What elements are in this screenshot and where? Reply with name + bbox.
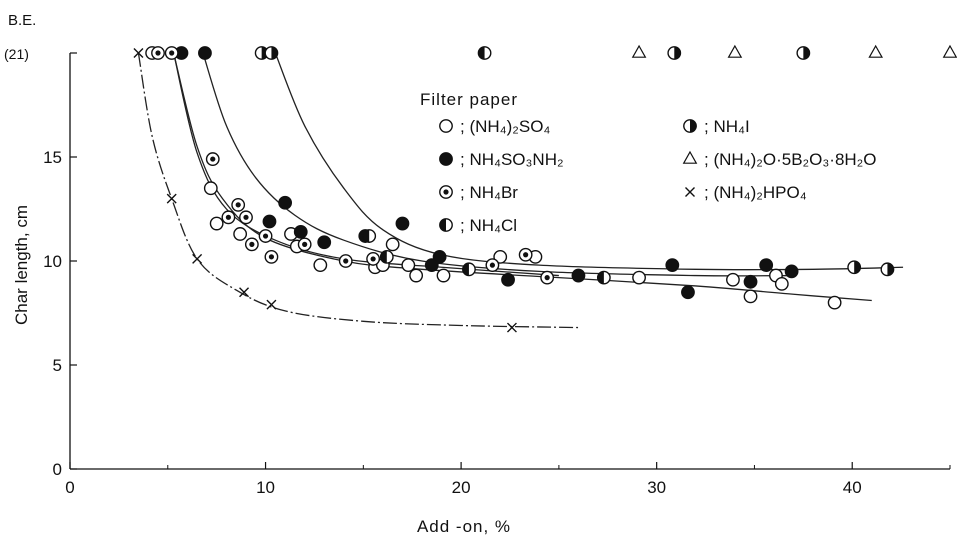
point-nh-so <box>233 227 248 241</box>
point-nh-so <box>401 258 416 273</box>
point-nh-o-5b-o-8h-o <box>631 44 647 58</box>
x-tick-label: 30 <box>647 478 666 497</box>
point-nh-so-nh <box>571 268 586 283</box>
point-nh-br <box>258 229 273 243</box>
point-nh-hpo <box>239 287 250 298</box>
point-nh-i <box>796 46 811 60</box>
point-nh-so-nh <box>278 195 293 210</box>
point-nh-o-5b-o-8h-o <box>727 44 743 58</box>
point-nh-hpo <box>192 253 203 264</box>
point-nh-br <box>151 46 165 60</box>
point-nh-so-nh <box>759 258 774 273</box>
axes: 0 10 20 30 40 0 5 10 15 <box>43 52 951 497</box>
legend-label-nh-o-5b-o-8h-o: ; (NH₄)₂O·5B₂O₃·8H₂O <box>704 150 877 169</box>
point-nh-so <box>827 295 842 310</box>
point-nh-cl <box>462 262 476 277</box>
point-nh-so-nh <box>395 216 410 231</box>
y-tick-label: 10 <box>43 252 62 271</box>
x-tick-label: 10 <box>256 478 275 497</box>
point-nh-so <box>774 276 789 291</box>
point-nh-so <box>493 249 508 264</box>
point-nh-br <box>366 252 381 266</box>
y-tick-label: 0 <box>53 460 62 479</box>
point-nh-so <box>743 289 758 304</box>
x-tick-label: 0 <box>65 478 74 497</box>
legend-marker-nh-so-nh <box>439 152 453 166</box>
point-nh-so-nh <box>424 258 439 273</box>
point-nh-so-nh <box>293 224 308 239</box>
point-nh-br <box>205 152 220 166</box>
point-nh-so-nh <box>262 214 277 229</box>
legend-marker-nh-br <box>439 185 453 199</box>
y-tick-label: 15 <box>43 148 62 167</box>
point-nh-o-5b-o-8h-o <box>868 44 884 58</box>
point-nh-so <box>726 272 740 287</box>
point-nh-i <box>847 260 862 275</box>
point-nh-br <box>164 46 179 60</box>
point-nh-br <box>297 237 312 252</box>
top-label-1: B.E. <box>8 12 36 29</box>
legend-label-nh-so-nh: ; NH₄SO₃NH₂ <box>460 150 564 169</box>
point-nh-so-nh <box>198 46 212 60</box>
legend-title: Filter paper <box>420 90 518 109</box>
point-nh-so-nh <box>317 235 332 250</box>
legend-label-nh-so: ; (NH₄)₂SO₄ <box>460 117 550 136</box>
legend-marker-nh-i <box>683 119 697 133</box>
y-axis-title: Char length, cm <box>12 205 31 325</box>
legend-marker-nh-so <box>439 119 453 133</box>
point-nh-so <box>203 181 218 196</box>
top-label-2: (21) <box>4 46 29 62</box>
point-nh-hpo <box>506 322 517 333</box>
point-nh-cl <box>362 229 377 243</box>
point-nh-br <box>239 210 253 225</box>
point-nh-br <box>264 249 279 264</box>
point-nh-so <box>632 270 646 285</box>
point-nh-hpo <box>266 299 277 310</box>
point-nh-o-5b-o-8h-o <box>942 44 957 58</box>
point-nh-cl <box>477 46 492 60</box>
legend-label-nh-cl: ; NH₄Cl <box>460 216 517 235</box>
point-nh-so <box>209 216 224 231</box>
point-nh-i <box>264 46 279 60</box>
point-nh-so-nh <box>665 258 680 273</box>
point-nh-so <box>436 268 451 283</box>
x-tick-label: 40 <box>843 478 862 497</box>
curve-nh-so-nh <box>202 52 794 277</box>
legend-marker-nh-o-5b-o-8h-o <box>682 150 698 164</box>
point-nh-so <box>385 237 400 252</box>
point-nh-cl <box>596 270 611 285</box>
legend-marker-nh-cl <box>439 218 453 232</box>
point-nh-br <box>338 254 353 268</box>
x-axis-title: Add -on, % <box>417 517 511 536</box>
point-nh-br <box>231 197 246 212</box>
point-nh-i <box>880 262 895 277</box>
point-nh-cl <box>379 249 394 264</box>
point-nh-so-nh <box>681 285 695 300</box>
point-nh-br <box>221 210 236 225</box>
point-nh-br <box>518 247 533 262</box>
curve-nh-hpo <box>137 52 579 329</box>
curve-nh-br <box>173 52 559 277</box>
point-nh-so <box>409 268 424 283</box>
legend-label-nh-i: ; NH₄I <box>704 117 750 136</box>
point-nh-so-nh <box>432 249 447 264</box>
x-tick-label: 20 <box>452 478 471 497</box>
point-nh-i <box>667 46 682 60</box>
legend-label-nh-hpo: ; (NH₄)₂HPO₄ <box>704 183 807 202</box>
point-nh-br <box>244 237 259 252</box>
markers <box>133 44 957 333</box>
legend: ; (NH₄)₂SO₄ ; NH₄SO₃NH₂ ; NH₄Br ; NH₄Cl ; NH… <box>439 117 877 235</box>
point-nh-br <box>540 270 555 285</box>
legend-marker-nh-hpo <box>685 187 695 197</box>
point-nh-so-nh <box>784 264 799 279</box>
point-nh-so-nh <box>501 272 515 287</box>
point-nh-br <box>485 258 500 273</box>
point-nh-so <box>313 258 328 273</box>
legend-label-nh-br: ; NH₄Br <box>460 183 518 202</box>
point-nh-so-nh <box>743 274 758 289</box>
y-tick-label: 5 <box>53 356 62 375</box>
point-nh-hpo <box>133 48 144 58</box>
point-nh-hpo <box>166 193 177 204</box>
